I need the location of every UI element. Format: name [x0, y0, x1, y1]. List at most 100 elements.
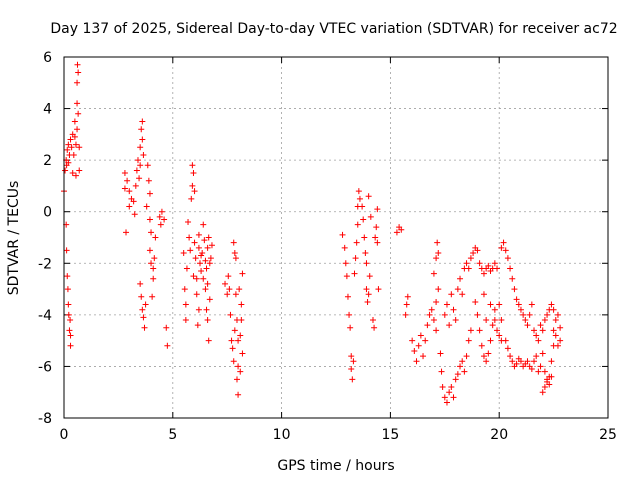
data-point: [163, 324, 170, 331]
data-point: [228, 337, 235, 344]
data-point: [552, 332, 559, 339]
data-point: [448, 291, 455, 298]
y-axis-tick-labels: -8 -6 -4 -2 0 2 4 6: [38, 50, 52, 427]
data-points: [61, 61, 564, 406]
x-tick-label: 10: [273, 427, 291, 443]
data-point: [346, 311, 353, 318]
data-point: [137, 144, 144, 151]
data-point: [541, 317, 548, 324]
data-point: [63, 247, 70, 254]
data-point: [485, 350, 492, 357]
data-point: [230, 239, 237, 246]
data-point: [454, 286, 461, 293]
data-point: [365, 291, 372, 298]
data-point: [204, 244, 211, 251]
data-point: [130, 198, 137, 205]
data-point: [507, 265, 514, 272]
data-point: [507, 353, 514, 360]
data-point: [535, 368, 542, 375]
data-point: [121, 170, 128, 177]
data-point: [145, 177, 152, 184]
data-point: [133, 167, 140, 174]
data-point: [185, 219, 192, 226]
data-point: [226, 286, 233, 293]
data-point: [222, 280, 229, 287]
data-point: [496, 332, 503, 339]
data-point: [237, 332, 244, 339]
data-point: [355, 188, 362, 195]
data-point: [500, 239, 507, 246]
data-point: [181, 286, 188, 293]
data-point: [343, 273, 350, 280]
data-point: [360, 216, 367, 223]
data-point: [191, 239, 198, 246]
x-axis-label: GPS time / hours: [277, 458, 394, 474]
data-point: [541, 384, 548, 391]
data-point: [205, 234, 212, 241]
data-point: [476, 327, 483, 334]
data-point: [231, 249, 238, 256]
data-point: [182, 317, 189, 324]
data-point: [76, 144, 83, 151]
data-point: [351, 270, 358, 277]
data-point: [552, 317, 559, 324]
data-point: [201, 237, 208, 244]
data-point: [434, 239, 441, 246]
data-point: [236, 286, 243, 293]
data-point: [483, 317, 490, 324]
data-point: [544, 311, 551, 318]
data-point: [450, 394, 457, 401]
data-point: [539, 350, 546, 357]
data-point: [375, 286, 382, 293]
data-point: [461, 368, 468, 375]
data-point: [428, 306, 435, 313]
data-point: [121, 185, 128, 192]
x-tick-label: 0: [60, 427, 69, 443]
y-axis-label: SDTVAR / TECUs: [6, 181, 22, 296]
data-point: [72, 172, 79, 179]
data-point: [393, 229, 400, 236]
data-point: [443, 399, 450, 406]
data-point: [339, 231, 346, 238]
data-point: [183, 265, 190, 272]
grid-lines: [64, 57, 608, 418]
data-point: [225, 273, 232, 280]
data-point: [459, 358, 466, 365]
data-point: [224, 291, 231, 298]
data-point: [452, 317, 459, 324]
data-point: [354, 221, 361, 228]
data-point: [146, 247, 153, 254]
data-point: [188, 195, 195, 202]
data-point: [548, 301, 555, 308]
data-point: [491, 260, 498, 267]
data-point: [235, 337, 242, 344]
data-point: [195, 244, 202, 251]
data-point: [424, 322, 431, 329]
data-point: [190, 170, 197, 177]
data-point: [356, 195, 363, 202]
data-point: [446, 322, 453, 329]
data-point: [363, 260, 370, 267]
data-point: [235, 391, 242, 398]
data-point: [465, 337, 472, 344]
data-point: [126, 203, 133, 210]
data-point: [433, 327, 440, 334]
data-point: [206, 260, 213, 267]
data-point: [341, 244, 348, 251]
data-point: [204, 317, 211, 324]
y-tick-label: 0: [43, 205, 52, 221]
data-point: [146, 216, 153, 223]
data-point: [71, 133, 78, 140]
data-point: [182, 301, 189, 308]
data-point: [67, 342, 74, 349]
data-point: [352, 255, 359, 262]
data-point: [515, 301, 522, 308]
data-point: [420, 353, 427, 360]
data-point: [342, 260, 349, 267]
data-point: [203, 306, 210, 313]
data-point: [347, 324, 354, 331]
data-point: [513, 360, 520, 367]
data-point: [194, 322, 201, 329]
data-point: [437, 350, 444, 357]
data-point: [480, 270, 487, 277]
